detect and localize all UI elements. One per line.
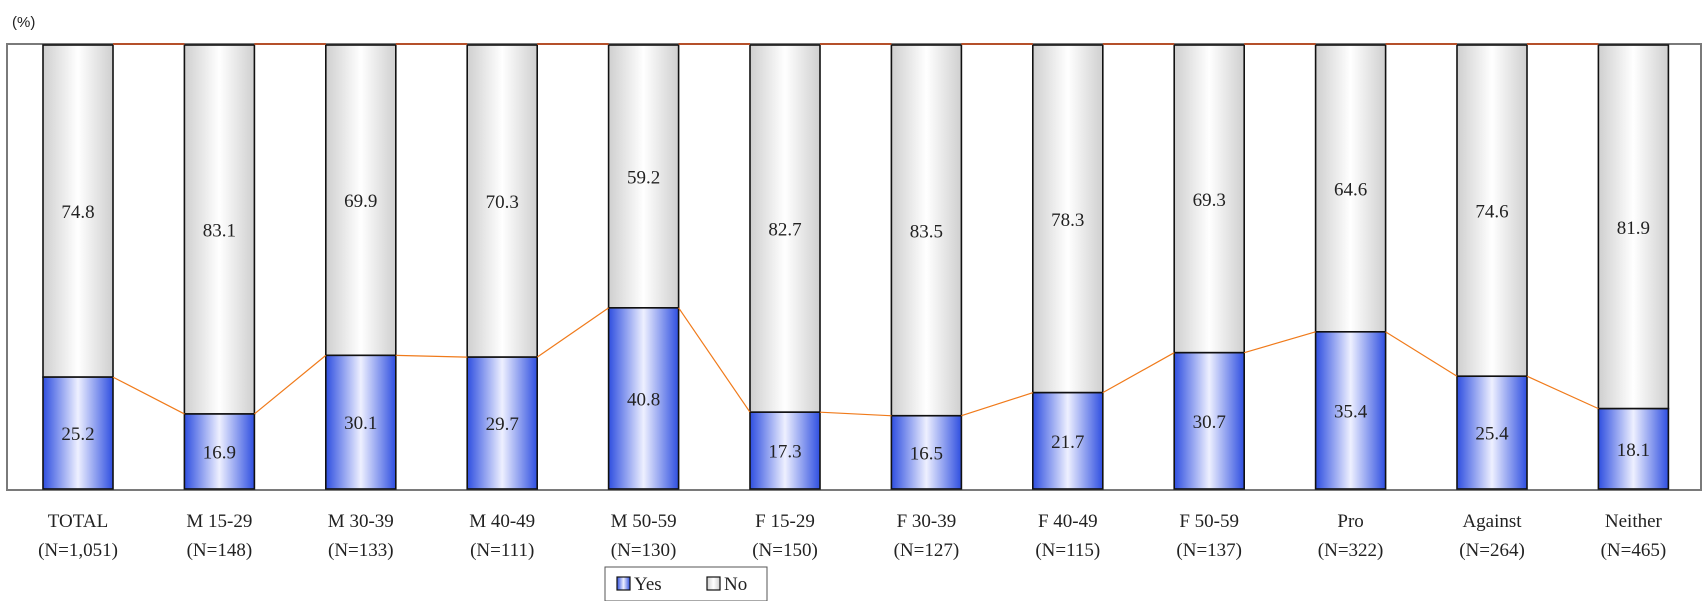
value-label-yes-10: 25.4 (1475, 424, 1509, 445)
bar-no-6 (890, 44, 963, 417)
category-n-label-6: (N=127) (894, 540, 960, 561)
series-line-yes-1 (254, 354, 327, 415)
bar-yes-6 (890, 414, 963, 490)
value-label-yes-6: 16.5 (910, 443, 943, 464)
bars-layer (42, 44, 1670, 490)
value-label-no-3: 70.3 (486, 192, 519, 213)
value-label-no-5: 82.7 (768, 220, 801, 241)
value-label-no-6: 83.5 (910, 221, 943, 242)
category-n-label-1: (N=148) (187, 540, 253, 561)
bar-no-10 (1456, 44, 1528, 378)
bar-yes-7 (1032, 391, 1104, 490)
category-n-label-5: (N=150) (752, 540, 818, 561)
legend: Yes No (604, 566, 768, 602)
bar-yes-1 (183, 413, 256, 490)
legend-swatch-no (706, 576, 721, 591)
category-n-label-3: (N=111) (470, 540, 534, 561)
category-label-9: Pro (1337, 511, 1363, 532)
category-labels-layer: TOTAL (N=1,051) M 15-29 (N=148) M 30-39 (N=13… (38, 511, 1666, 561)
value-label-no-2: 69.9 (344, 191, 377, 212)
value-label-yes-9: 35.4 (1334, 401, 1368, 422)
bar-no-1 (183, 44, 256, 415)
category-n-label-7: (N=115) (1035, 540, 1100, 561)
series-line-yes-5 (819, 411, 892, 417)
series-line-yes-9 (1385, 331, 1458, 377)
bar-no-11 (1597, 44, 1670, 410)
category-label-6: F 30-39 (897, 511, 957, 532)
bar-yes-9 (1314, 331, 1387, 490)
category-label-5: F 15-29 (755, 511, 815, 532)
series-line-yes-8 (1244, 331, 1316, 354)
bar-yes-3 (466, 356, 539, 490)
category-n-label-0: (N=1,051) (38, 540, 118, 561)
category-n-label-9: (N=322) (1318, 540, 1384, 561)
value-label-no-7: 78.3 (1051, 210, 1084, 231)
series-line-yes-7 (1102, 352, 1175, 394)
value-label-yes-5: 17.3 (768, 442, 801, 463)
legend-swatch-yes (616, 576, 631, 591)
bar-yes-5 (749, 411, 821, 490)
value-label-no-10: 74.6 (1475, 202, 1508, 223)
value-label-yes-1: 16.9 (203, 442, 236, 463)
category-n-label-2: (N=133) (328, 540, 394, 561)
category-label-1: M 15-29 (186, 511, 252, 532)
value-label-yes-7: 21.7 (1051, 432, 1084, 453)
value-label-yes-2: 30.1 (344, 413, 377, 434)
category-label-7: F 40-49 (1038, 511, 1098, 532)
value-label-no-1: 83.1 (203, 220, 236, 241)
series-lines-layer (112, 43, 1599, 417)
legend-box (604, 566, 768, 602)
category-label-10: Against (1462, 511, 1522, 532)
bar-no-5 (749, 44, 821, 413)
value-label-yes-11: 18.1 (1617, 440, 1650, 461)
bar-yes-0 (42, 376, 114, 490)
plot-frame (6, 43, 1702, 491)
series-line-yes-10 (1526, 375, 1599, 410)
value-label-yes-4: 40.8 (627, 389, 660, 410)
category-label-3: M 40-49 (469, 511, 535, 532)
category-n-label-10: (N=264) (1459, 540, 1525, 561)
bar-no-8 (1173, 44, 1245, 354)
category-n-label-8: (N=137) (1176, 540, 1242, 561)
bar-yes-8 (1173, 351, 1245, 490)
bar-no-7 (1032, 44, 1104, 394)
series-line-yes-2 (395, 354, 468, 358)
value-label-yes-0: 25.2 (61, 424, 94, 445)
category-n-label-11: (N=465) (1601, 540, 1667, 561)
value-label-yes-3: 29.7 (486, 414, 519, 435)
series-line-yes-0 (112, 376, 185, 415)
value-label-no-9: 64.6 (1334, 179, 1367, 200)
legend-label-no: No (724, 574, 747, 595)
bar-yes-2 (324, 354, 397, 490)
series-line-yes-6 (961, 392, 1033, 417)
category-n-label-4: (N=130) (611, 540, 677, 561)
value-labels-layer: 74.8 25.2 83.1 16.9 69.9 30.1 70.3 29.7 59.2 40.8… (61, 167, 1650, 464)
value-label-no-11: 81.9 (1617, 218, 1650, 239)
series-line-yes-4 (678, 307, 751, 413)
category-label-2: M 30-39 (328, 511, 394, 532)
bar-yes-11 (1597, 407, 1670, 490)
bar-no-9 (1314, 44, 1387, 333)
bar-no-0 (42, 44, 114, 378)
category-label-8: F 50-59 (1179, 511, 1239, 532)
value-label-no-4: 59.2 (627, 167, 660, 188)
category-label-0: TOTAL (48, 511, 108, 532)
legend-label-yes: Yes (634, 574, 662, 595)
category-label-11: Neither (1605, 511, 1663, 532)
value-label-yes-8: 30.7 (1193, 412, 1226, 433)
category-label-4: M 50-59 (611, 511, 677, 532)
value-label-no-8: 69.3 (1193, 190, 1226, 211)
value-label-no-0: 74.8 (61, 202, 94, 223)
bar-yes-10 (1456, 375, 1528, 490)
bar-yes-4 (607, 307, 680, 490)
unit-label: (%) (12, 14, 35, 31)
series-line-yes-3 (536, 307, 609, 358)
